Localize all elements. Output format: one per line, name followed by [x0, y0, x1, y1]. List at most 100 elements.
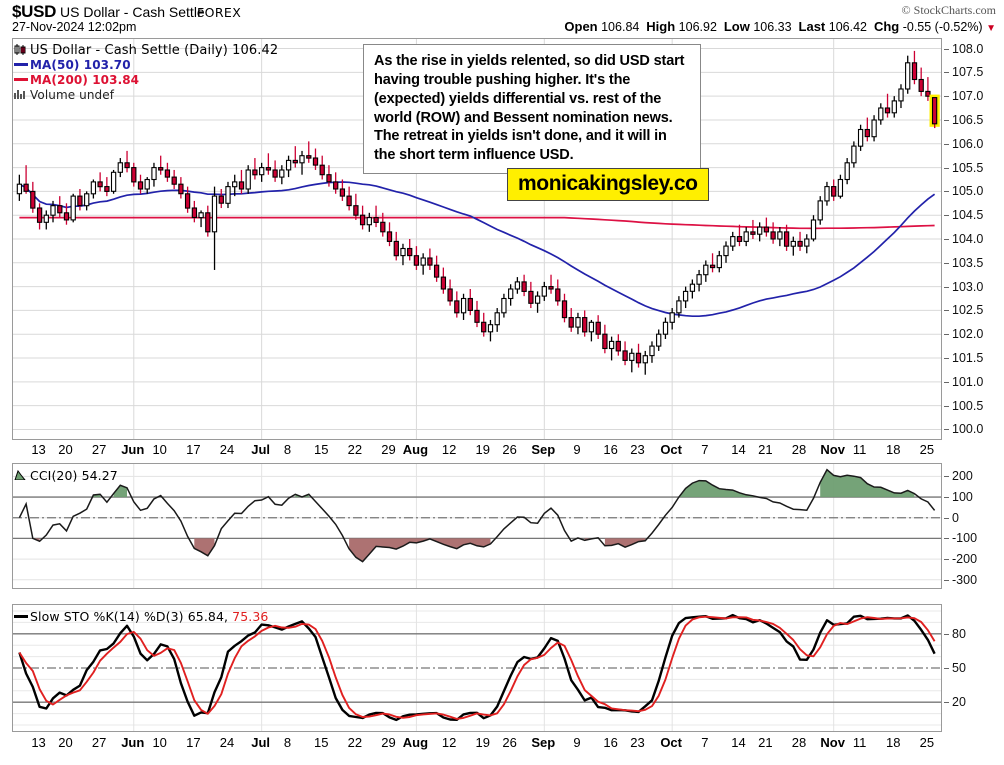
stochastics-axis-tick: [944, 702, 949, 704]
x-axis-label: Jun: [121, 735, 145, 750]
x-axis-label: 28: [791, 735, 807, 750]
x-axis-label: 7: [701, 442, 709, 457]
x-axis-label: Sep: [531, 735, 556, 750]
x-axis-label: 12: [441, 735, 457, 750]
x-axis-label: Aug: [402, 442, 429, 457]
cci-axis-label: -200: [952, 552, 978, 567]
volume-legend: Volume undef: [30, 88, 115, 102]
high-label: High: [646, 19, 676, 34]
low-label: Low: [723, 19, 750, 34]
price-axis-tick: [944, 215, 949, 217]
price-axis-label: 100.5: [952, 398, 984, 413]
price-axis-tick: [944, 334, 949, 336]
x-axis-bottom: 13 20 27 Jun 10 17 24 Jul 8 15 22 29 Aug 12 19 26 Sep 9 16…: [12, 734, 942, 754]
x-axis-label: 19: [475, 735, 490, 750]
chg-label: Chg: [873, 19, 900, 34]
cci-axis-label: 0: [952, 510, 959, 525]
cci-axis-tick: [944, 476, 949, 478]
x-axis-label: 26: [502, 442, 517, 457]
price-axis-tick: [944, 429, 949, 431]
x-axis-label: 9: [573, 442, 581, 457]
price-axis-label: 107.5: [952, 65, 984, 80]
last-label: Last: [798, 19, 826, 34]
last-value: 106.42: [828, 20, 867, 34]
x-axis-label: 21: [758, 442, 773, 457]
x-axis-label: Oct: [660, 442, 682, 457]
price-axis-tick: [944, 381, 949, 383]
price-axis-tick: [944, 48, 949, 50]
x-axis-label: 11: [852, 442, 867, 457]
x-axis-label: 20: [58, 735, 73, 750]
price-axis-tick: [944, 405, 949, 407]
x-axis-label: 23: [630, 442, 645, 457]
x-axis-label: 11: [852, 735, 867, 750]
x-axis-label: Jul: [251, 442, 271, 457]
price-axis-label: 100.0: [952, 422, 984, 437]
price-axis-tick: [944, 310, 949, 312]
price-axis-label: 106.5: [952, 112, 984, 127]
x-axis-label: 10: [152, 442, 167, 457]
stochastics-axis-tick: [944, 633, 949, 635]
chart-header: $USD US Dollar - Cash Settle FOREX 27-No…: [0, 0, 1004, 36]
x-axis-label: 8: [283, 735, 292, 750]
x-axis-label: 14: [731, 442, 746, 457]
x-axis-label: 8: [283, 442, 292, 457]
x-axis-label: 7: [701, 735, 709, 750]
price-axis-tick: [944, 167, 949, 169]
x-axis-label: 25: [919, 735, 935, 750]
price-axis-tick: [944, 262, 949, 264]
x-axis-label: 22: [347, 442, 363, 457]
sto-k-legend: Slow STO %K(14) %D(3) 65.84,: [30, 609, 229, 624]
x-axis-label: 23: [630, 735, 645, 750]
price-axis-label: 104.5: [952, 208, 984, 223]
open-value: 106.84: [601, 20, 640, 34]
ma200-legend: MA(200) 103.84: [30, 73, 140, 87]
price-axis-label: 102.5: [952, 303, 984, 318]
stockcharts-watermark: © StockCharts.com: [901, 3, 996, 17]
price-axis-tick: [944, 239, 949, 240]
x-axis-label: Nov: [820, 442, 845, 457]
price-axis-tick: [944, 96, 949, 98]
price-axis-label: 103.0: [952, 279, 984, 294]
x-axis-label: 27: [91, 735, 107, 750]
high-value: 106.92: [678, 20, 717, 34]
cci-area-icon: [14, 469, 26, 480]
cci-panel: [12, 463, 942, 589]
x-axis-label: 12: [441, 442, 457, 457]
cci-axis-label: -300: [952, 572, 978, 587]
ma50-legend: MA(50) 103.70: [30, 58, 131, 72]
price-axis-tick: [944, 72, 949, 74]
open-label: Open: [564, 19, 598, 34]
cci-axis-tick: [944, 517, 949, 519]
x-axis-label: 19: [475, 442, 490, 457]
price-axis-label: 101.0: [952, 374, 984, 389]
price-axis-tick: [944, 119, 949, 121]
x-axis-label: 21: [758, 735, 773, 750]
annotation-textbox: As the rise in yields relented, so did U…: [363, 44, 701, 175]
price-plot: [13, 39, 941, 439]
price-axis-tick: [944, 358, 949, 360]
chg-value: -0.55 (-0.52%): [902, 20, 983, 34]
x-axis-label: 24: [219, 442, 235, 457]
price-axis-tick: [944, 286, 949, 288]
volume-bars-icon: [14, 90, 25, 99]
stochastics-legend: Slow STO %K(14) %D(3) 65.84, 75.36: [30, 609, 268, 624]
cci-plot: [13, 464, 941, 588]
price-axis-label: 101.5: [952, 351, 984, 366]
ma200-swatch: [14, 78, 28, 81]
x-axis-label: 18: [886, 735, 901, 750]
x-axis-label: Jul: [251, 735, 271, 750]
candlestick-icon: [14, 44, 26, 55]
x-axis-label: 10: [152, 735, 167, 750]
x-axis-label: 17: [186, 442, 201, 457]
down-arrow-icon: ▼: [986, 23, 996, 34]
symbol-ticker: $USD: [12, 2, 57, 21]
sto-d-legend: 75.36: [232, 609, 269, 624]
x-axis-label: 13: [31, 735, 46, 750]
stochastics-axis-label: 80: [952, 626, 966, 641]
author-watermark: monicakingsley.co: [507, 168, 709, 201]
x-axis-label: 17: [186, 735, 201, 750]
stochastics-plot: [13, 605, 941, 731]
x-axis-label: 18: [886, 442, 901, 457]
price-axis-label: 104.0: [952, 232, 984, 246]
